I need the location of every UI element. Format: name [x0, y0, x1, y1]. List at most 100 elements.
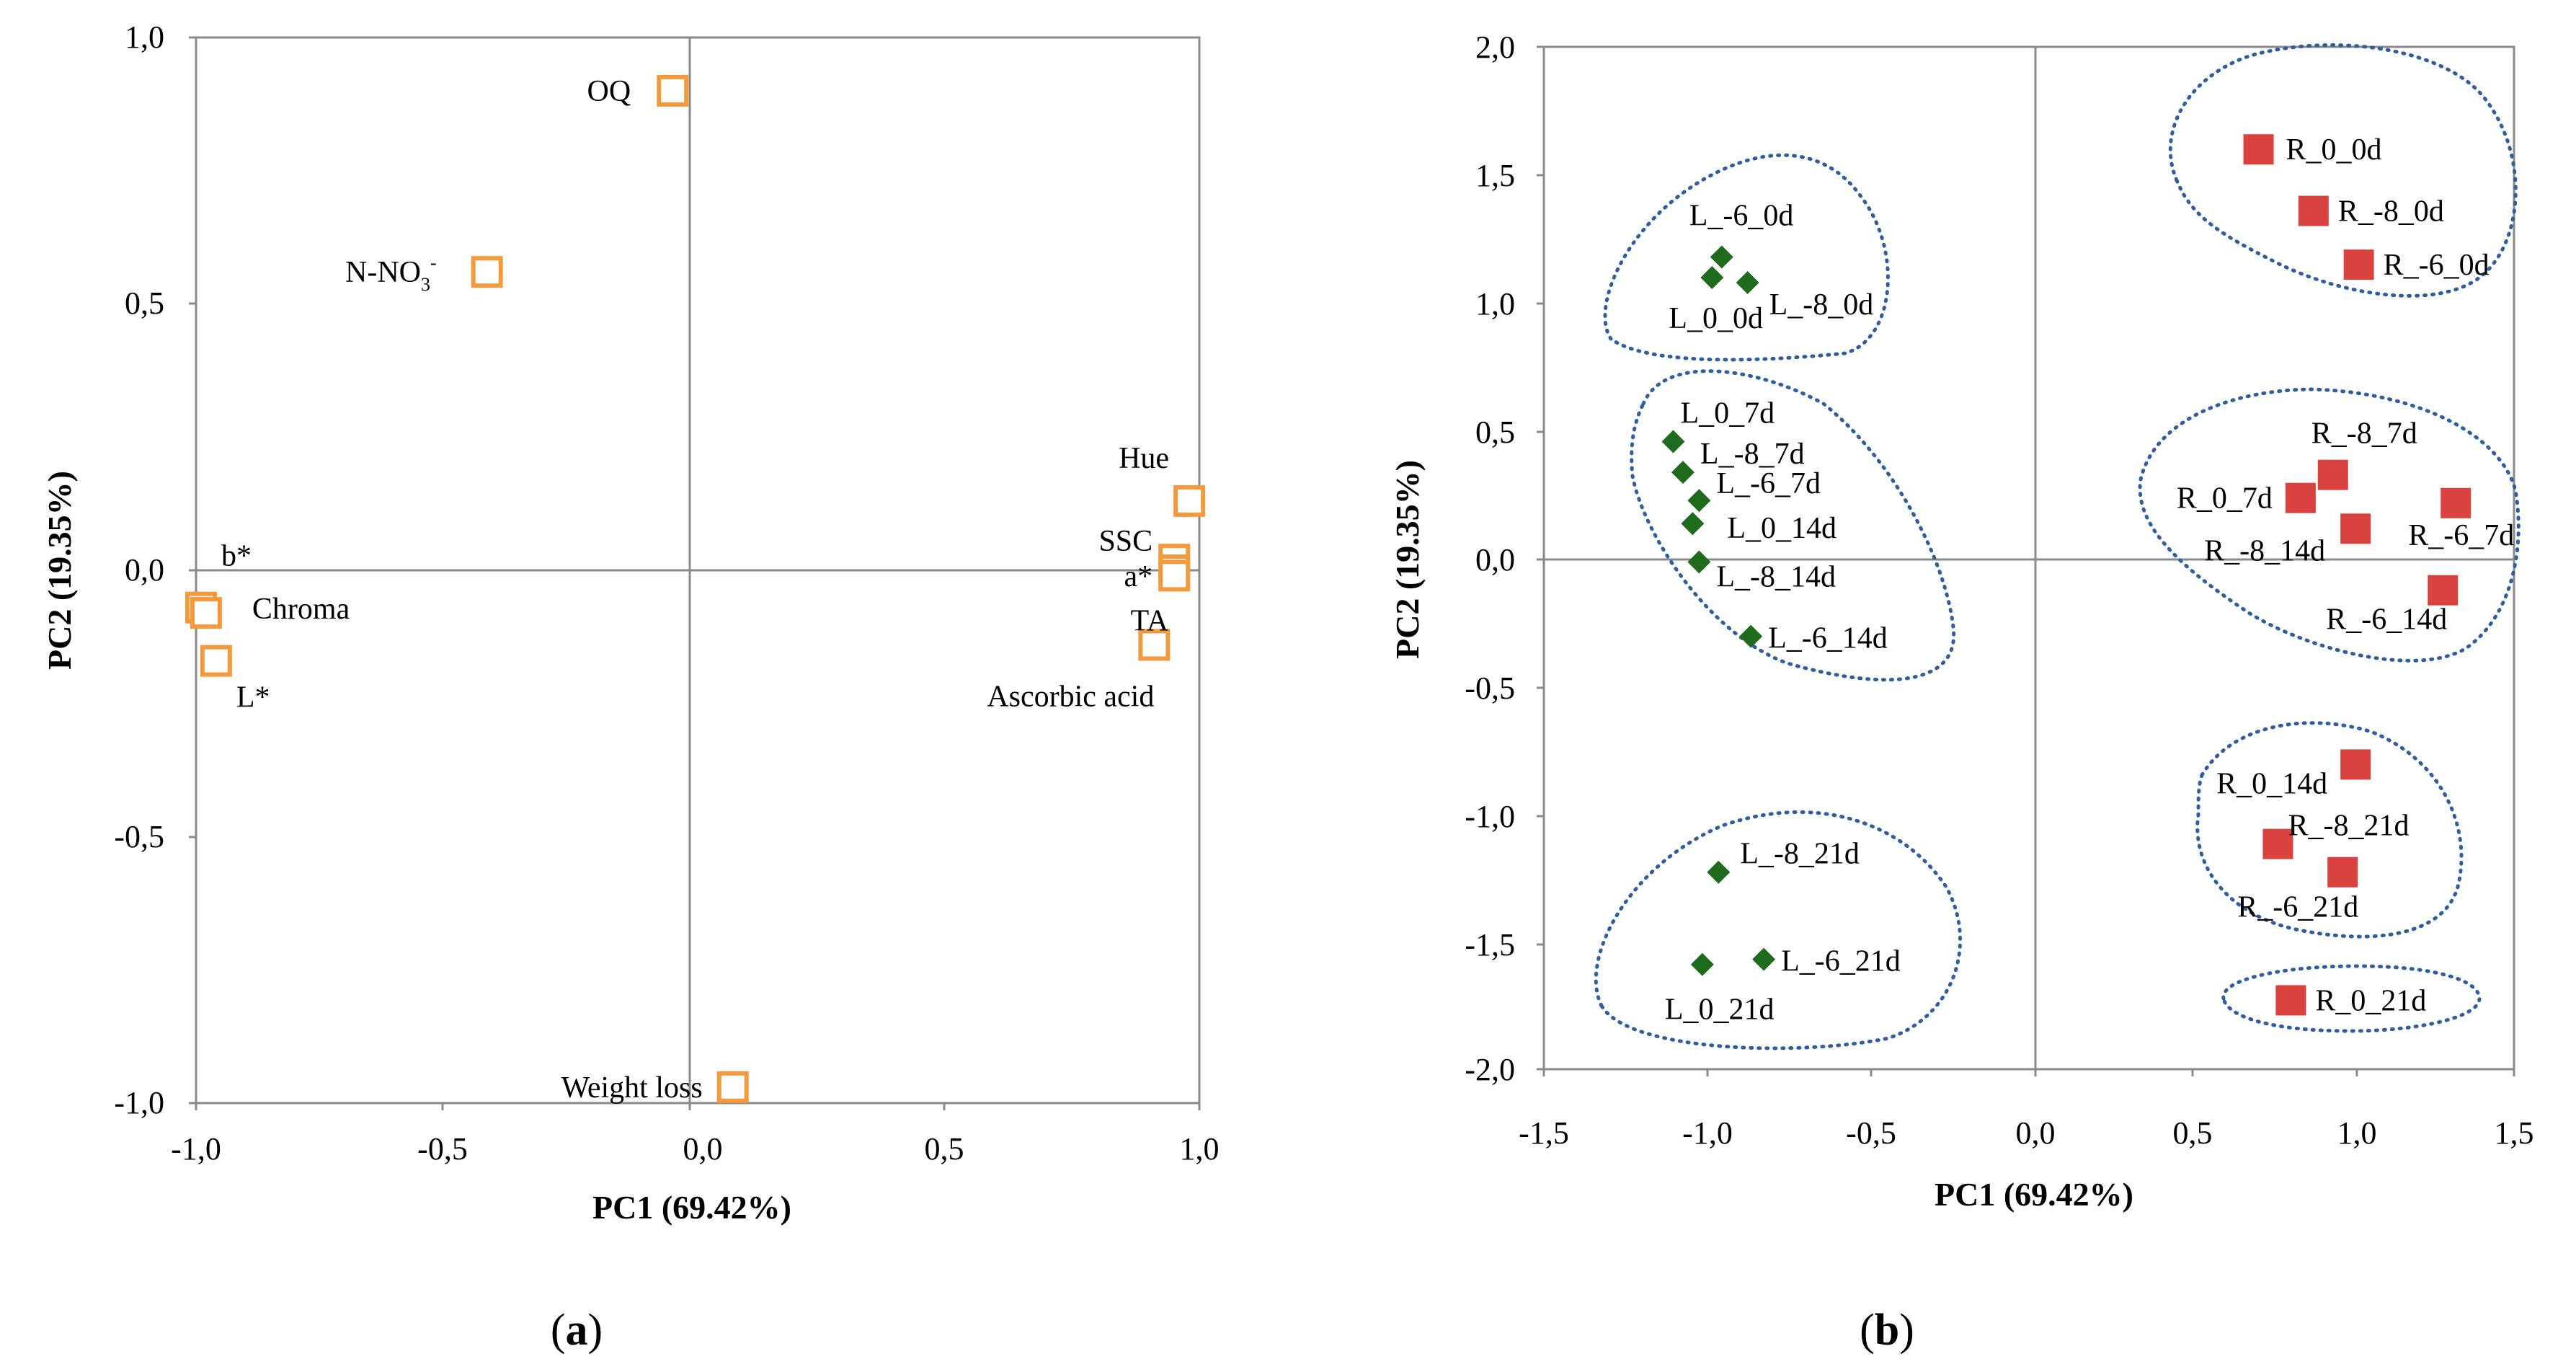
panel-a-xtick-neg-0-5: -0,5 — [417, 1131, 468, 1167]
panel-b-label-r-6-7d: R_-6_7d — [2408, 519, 2514, 552]
panel-b-label-l-6-21d: L_-6_21d — [1781, 945, 1901, 978]
panel-b-label-r-0-14d: R_0_14d — [2216, 767, 2327, 800]
panel-b-xtick-neg-1: -1,0 — [1682, 1115, 1733, 1151]
panel-b-ytick-0-5: 0,5 — [1475, 415, 1515, 450]
panel-b-xtick-0: 0,0 — [2016, 1115, 2056, 1151]
panel-a-xtick-neg-1: -1,0 — [171, 1131, 221, 1167]
panel-a-ytick-0-5: 0,5 — [125, 286, 164, 321]
cluster-outline-r-0d — [2168, 43, 2518, 298]
panel-b-point-l-6-14d — [1739, 624, 1763, 648]
panel-b-point-r-8-14d — [2340, 513, 2371, 544]
panel-a-x-axis-label: PC1 (69.42%) — [592, 1189, 791, 1226]
panel-b-x-axis-label: PC1 (69.42%) — [1935, 1176, 2133, 1213]
panel-b-tick-marks — [1537, 45, 2515, 1076]
panel-b-label-r-6-14d: R_-6_14d — [2326, 603, 2447, 637]
panel-a-label-ascorbic-acid: Ascorbic acid — [987, 680, 1154, 713]
panel-a-point-ta — [1158, 559, 1191, 592]
panel-b-label-r-8-7d: R_-8_7d — [2311, 417, 2417, 451]
panel-b-point-r-0-0d — [2243, 134, 2274, 165]
panel-b-ytick-1-5: 1,5 — [1475, 158, 1515, 193]
panel-b-label-r-0-0d: R_0_0d — [2286, 133, 2382, 167]
panel-b-label-r-6-21d: R_-6_21d — [2237, 891, 2358, 924]
panel-b-xtick-neg-1-5: -1,5 — [1519, 1115, 1569, 1151]
panel-b-point-l-8-0d — [1736, 271, 1759, 295]
cluster-outline-r-14-21d — [2195, 721, 2464, 939]
panel-b-ytick-neg-0-5: -0,5 — [1465, 670, 1515, 706]
panel-b-label-r-8-21d: R_-8_21d — [2288, 810, 2409, 843]
panel-b-ytick-neg-1: -1,0 — [1465, 799, 1515, 834]
panel-a-label-hue: Hue — [1119, 442, 1169, 475]
panel-b-xtick-1-5: 1,5 — [2495, 1115, 2534, 1151]
panel-a-ytick-neg-0-5: -0,5 — [114, 819, 164, 854]
panel-b-cluster-outlines — [1594, 43, 2521, 1050]
panel-b-point-r-0-21d — [2275, 985, 2306, 1016]
panel-b-label-l-8-21d: L_-8_21d — [1740, 838, 1860, 871]
panel-a-label-bstar: b* — [221, 540, 252, 573]
panel-a-label-oq: OQ — [587, 75, 631, 108]
panel-a-label-n-no3: N-NO3- — [345, 252, 437, 295]
panel-b-label-r-0-21d: R_0_21d — [2315, 984, 2426, 1017]
panel-b-xtick-0-5: 0,5 — [2173, 1115, 2213, 1151]
panel-b-label-l-6-0d: L_-6_0d — [1689, 200, 1794, 233]
panel-b-point-r-6-14d — [2428, 575, 2459, 606]
panel-b-point-l-6-0d — [1710, 245, 1733, 269]
panel-b-point-r-0-14d — [2340, 749, 2371, 780]
panel-b-point-l-0-21d — [1690, 952, 1714, 976]
panel-b-label-l-8-0d: L_-8_0d — [1769, 288, 1874, 322]
panel-b-label-r-6-0d: R_-6_0d — [2384, 249, 2490, 282]
panel-b-point-l-8-21d — [1707, 860, 1731, 884]
panel-b-plot-frame — [1542, 45, 2515, 1071]
panel-b-ytick-0: 0,0 — [1475, 542, 1515, 577]
cluster-outline-r-0-21d — [2221, 964, 2482, 1033]
panel-b-label-l-0-7d: L_0_7d — [1680, 397, 1775, 430]
panel-b-point-l-8-7d — [1671, 461, 1695, 484]
panel-b-point-r-0-7d — [2285, 482, 2316, 513]
panel-b-label-r-0-7d: R_0_7d — [2177, 482, 2273, 515]
panel-b-label-l-8-14d: L_-8_14d — [1716, 561, 1836, 594]
panel-a-y-axis-label: PC2 (19.35%) — [41, 471, 78, 670]
panel-a-point-chroma — [190, 597, 222, 629]
panel-b-label-l-8-7d: L_-8_7d — [1700, 438, 1805, 471]
panel-a-plot: 1,0 0,5 0,0 -0,5 -1,0 -1,0 -0,5 0,0 0,5 … — [41, 19, 1220, 1355]
panel-a-xtick-0: 0,0 — [683, 1131, 723, 1167]
panel-b-xtick-1: 1,0 — [2337, 1115, 2377, 1151]
panel-b-label-r-8-14d: R_-8_14d — [2204, 534, 2325, 567]
panel-b-y-axis-label: PC2 (19.35%) — [1389, 460, 1426, 659]
panel-a-point-oq — [657, 74, 689, 107]
panel-a-ytick-neg-1: -1,0 — [114, 1085, 164, 1120]
panel-b-point-r-8-7d — [2317, 459, 2348, 490]
panel-a-point-n-no3 — [471, 256, 503, 288]
panel-b-point-l-6-7d — [1687, 489, 1711, 513]
panel-b-point-l-0-14d — [1681, 512, 1705, 536]
panel-a-ytick-0: 0,0 — [125, 552, 164, 588]
panel-a-caption: (a) — [551, 1306, 603, 1355]
panel-b-ytick-neg-1-5: -1,5 — [1465, 927, 1515, 962]
panel-b-label-l-6-7d: L_-6_7d — [1716, 467, 1821, 500]
panel-a-label-ta: TA — [1131, 604, 1169, 637]
panel-b-point-l-6-21d — [1752, 947, 1776, 971]
panel-b-point-l-0-0d — [1700, 265, 1724, 289]
panel-b-point-r-6-0d — [2343, 249, 2374, 280]
cluster-outline-l-0d — [1603, 153, 1890, 362]
panel-b-label-l-6-14d: L_-6_14d — [1768, 622, 1888, 655]
panel-a-label-astar: a* — [1124, 560, 1153, 593]
panel-a-tick-marks — [189, 36, 1201, 1110]
panel-a-label-chroma: Chroma — [252, 593, 350, 626]
panel-a-point-weight-loss — [716, 1071, 749, 1103]
panel-b-label-l-0-14d: L_0_14d — [1727, 512, 1836, 545]
panel-a-xtick-1: 1,0 — [1180, 1131, 1220, 1167]
panel-a-label-weight-loss: Weight loss — [561, 1071, 703, 1105]
panel-b-point-l-0-7d — [1661, 430, 1685, 453]
panel-b-point-r-6-21d — [2327, 857, 2358, 888]
panel-a-label-ssc: SSC — [1098, 525, 1152, 558]
panel-a-point-hue — [1173, 484, 1206, 517]
panel-a-ytick-1: 1,0 — [125, 19, 164, 55]
panel-b-xtick-neg-0-5: -0,5 — [1846, 1115, 1896, 1151]
panel-b-ytick-2: 2,0 — [1475, 30, 1515, 65]
panel-b-caption: (b) — [1860, 1306, 1914, 1355]
panel-b-point-r-8-0d — [2298, 195, 2329, 226]
panel-a-point-lstar — [200, 645, 232, 677]
panel-b-plot: 2,0 1,5 1,0 0,5 0,0 -0,5 -1,0 -1,5 -2,0 … — [1389, 30, 2534, 1355]
panel-b-label-r-8-0d: R_-8_0d — [2338, 195, 2444, 229]
